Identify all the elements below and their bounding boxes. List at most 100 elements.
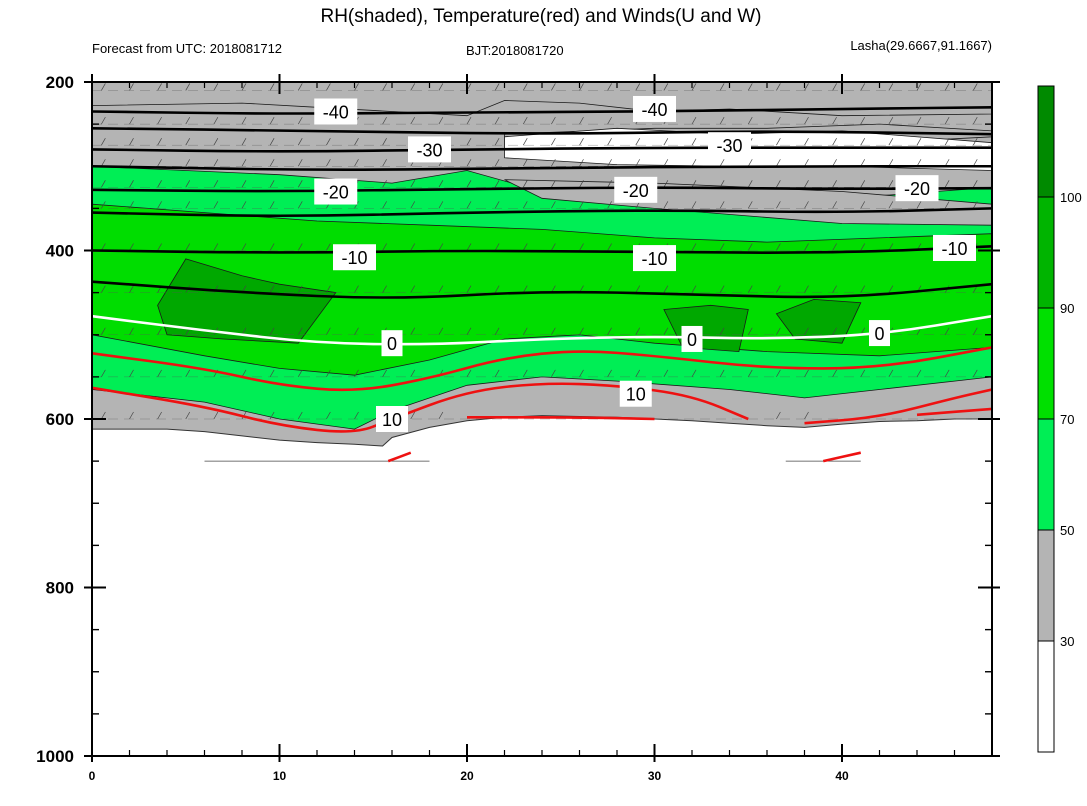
- wind-barb: [747, 201, 753, 209]
- wind-barb: [944, 83, 950, 91]
- wind-barb: [466, 159, 472, 167]
- x-tick-label: 0: [89, 769, 96, 783]
- wind-barb: [579, 138, 584, 146]
- wind-barb: [410, 180, 416, 188]
- wind-barb: [157, 116, 162, 125]
- isotherm-red: [467, 416, 655, 421]
- wind-barb: [551, 201, 556, 209]
- isotherm-label-zero-box: [381, 330, 403, 357]
- wind-barb: [382, 116, 387, 125]
- wind-barb: [438, 411, 444, 420]
- wind-barb: [410, 411, 416, 420]
- wind-barb: [269, 327, 275, 335]
- wind-barb: [691, 180, 697, 188]
- wind-barb: [579, 369, 584, 378]
- wind-barb: [466, 116, 472, 125]
- wind-barb: [804, 411, 809, 420]
- wind-barb: [691, 138, 697, 146]
- wind-barb: [635, 83, 641, 91]
- wind-barb: [354, 327, 359, 335]
- wind-barb: [916, 83, 922, 91]
- wind-barb: [494, 327, 500, 335]
- wind-barb: [382, 243, 387, 251]
- wind-barb: [241, 83, 247, 91]
- wind-barb: [832, 201, 837, 209]
- wind-barb: [579, 116, 584, 125]
- colorbar-label: 100: [1060, 190, 1082, 205]
- wind-barb: [832, 243, 837, 251]
- wind-barb: [944, 327, 950, 335]
- wind-barb: [494, 243, 500, 251]
- wind-barb: [776, 411, 781, 420]
- wind-barb: [354, 285, 359, 293]
- wind-barb: [691, 201, 697, 209]
- wind-barb: [832, 285, 837, 293]
- wind-barb: [579, 83, 584, 91]
- wind-barb: [157, 411, 162, 420]
- wind-barb: [410, 201, 416, 209]
- wind-barb: [213, 138, 219, 146]
- wind-barb: [832, 159, 837, 167]
- wind-barb: [663, 285, 669, 293]
- wind-barb: [466, 180, 472, 188]
- wind-barb: [382, 369, 387, 378]
- wind-barb: [888, 180, 894, 188]
- wind-barb: [860, 180, 866, 188]
- wind-barb: [916, 138, 922, 146]
- wind-barb: [635, 159, 641, 167]
- wind-barb: [185, 159, 191, 167]
- x-tick-label: 40: [835, 769, 849, 783]
- wind-barb: [129, 83, 134, 91]
- wind-barb: [719, 116, 725, 125]
- wind-barb: [157, 201, 162, 209]
- wind-barb: [916, 201, 922, 209]
- wind-barb: [719, 159, 725, 167]
- isotherm-label-box: [633, 95, 676, 122]
- wind-barb: [382, 83, 387, 91]
- isotherm-black: [92, 280, 992, 299]
- isotherm-zero: [92, 314, 992, 346]
- colorbar-swatch: [1037, 418, 1055, 531]
- wind-barb: [522, 285, 528, 293]
- wind-barb: [972, 327, 978, 335]
- wind-barb: [888, 243, 894, 251]
- isotherm-label-red-box: [619, 380, 652, 407]
- wind-barb: [776, 83, 781, 91]
- wind-barb: [438, 285, 444, 293]
- wind-barb: [776, 159, 781, 167]
- isotherm-label: -10: [941, 239, 967, 259]
- wind-barb: [607, 201, 612, 209]
- wind-barb: [860, 116, 866, 125]
- wind-barb: [382, 180, 387, 188]
- wind-barb: [410, 83, 416, 91]
- isotherm-black: [92, 207, 992, 218]
- wind-barb: [522, 83, 528, 91]
- wind-barb: [719, 243, 725, 251]
- wind-barb: [297, 83, 303, 91]
- isotherm-label-box: [333, 244, 376, 271]
- wind-barb: [157, 83, 162, 91]
- isotherm-black: [92, 244, 992, 254]
- wind-barb: [888, 138, 894, 146]
- wind-barb: [354, 201, 359, 209]
- isotherm-label: -20: [623, 181, 649, 201]
- wind-barb: [551, 180, 556, 188]
- wind-barb: [269, 243, 275, 251]
- wind-barb: [241, 116, 247, 125]
- wind-barb: [579, 327, 584, 335]
- wind-barb: [635, 369, 641, 378]
- wind-barb: [747, 285, 753, 293]
- wind-barb: [494, 83, 500, 91]
- wind-barb: [663, 180, 669, 188]
- colorbar-label: 50: [1060, 523, 1074, 538]
- isotherm-black: [92, 127, 992, 136]
- wind-barb: [663, 327, 669, 335]
- wind-barb: [185, 180, 191, 188]
- isotherm-black: [92, 186, 992, 193]
- wind-barb: [157, 327, 162, 335]
- wind-barb: [804, 159, 809, 167]
- wind-barb: [494, 138, 500, 146]
- wind-barb: [888, 83, 894, 91]
- wind-barb: [213, 83, 219, 91]
- wind-barb: [297, 369, 303, 378]
